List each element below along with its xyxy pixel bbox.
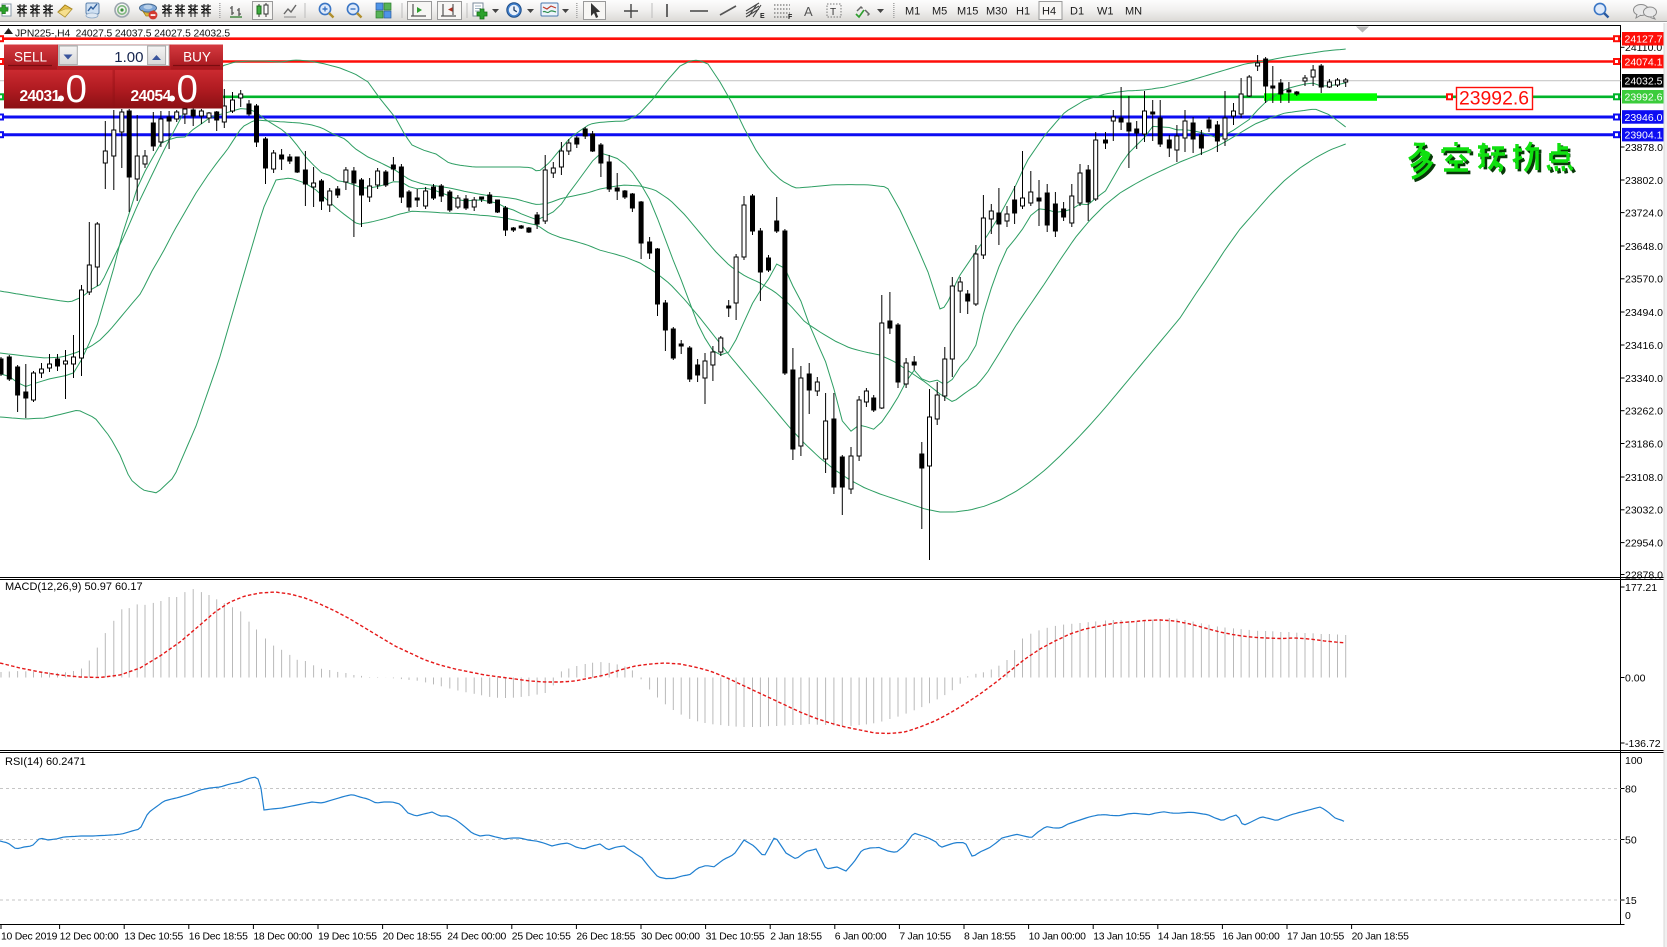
svg-text:23186.0: 23186.0 — [1625, 438, 1663, 450]
svg-text:M15: M15 — [957, 6, 978, 18]
svg-text:MN: MN — [1125, 6, 1142, 18]
svg-text:15: 15 — [1625, 895, 1637, 907]
svg-text:SELL: SELL — [14, 50, 48, 65]
svg-text:23570.0: 23570.0 — [1625, 274, 1663, 286]
svg-text:MACD(12,26,9) 50.97 60.17: MACD(12,26,9) 50.97 60.17 — [5, 581, 143, 593]
svg-text:T: T — [830, 7, 836, 18]
svg-text:BUY: BUY — [183, 50, 211, 65]
svg-text:E: E — [760, 13, 765, 20]
svg-text:23724.0: 23724.0 — [1625, 207, 1663, 219]
svg-text:13 Dec 10:55: 13 Dec 10:55 — [124, 932, 183, 943]
svg-text:80: 80 — [1625, 783, 1637, 795]
svg-text:100: 100 — [1625, 755, 1643, 767]
svg-text:23262.0: 23262.0 — [1625, 406, 1663, 418]
svg-text:H4: H4 — [1042, 6, 1056, 18]
svg-text:23992.6: 23992.6 — [1459, 89, 1529, 110]
svg-text:25 Dec 10:55: 25 Dec 10:55 — [512, 932, 571, 943]
svg-text:23946.0: 23946.0 — [1625, 112, 1663, 124]
svg-text:20 Dec 18:55: 20 Dec 18:55 — [383, 932, 442, 943]
svg-text:177.21: 177.21 — [1625, 582, 1657, 594]
svg-text:26 Dec 18:55: 26 Dec 18:55 — [576, 932, 635, 943]
svg-text:23802.0: 23802.0 — [1625, 175, 1663, 187]
svg-text:23992.6: 23992.6 — [1625, 92, 1663, 104]
svg-text:23878.0: 23878.0 — [1625, 142, 1663, 154]
svg-text:23648.0: 23648.0 — [1625, 241, 1663, 253]
svg-text:RSI(14) 60.2471: RSI(14) 60.2471 — [5, 756, 86, 768]
svg-text:0.00: 0.00 — [1625, 672, 1646, 684]
svg-text:F: F — [788, 14, 793, 21]
svg-text:M1: M1 — [905, 6, 920, 18]
svg-text:JPN225-,H4 24027.5 24037.5 24: JPN225-,H4 24027.5 24037.5 24027.5 24032… — [15, 29, 230, 40]
svg-text:14 Jan 18:55: 14 Jan 18:55 — [1158, 932, 1216, 943]
svg-text:22878.0: 22878.0 — [1625, 569, 1663, 581]
svg-text:23340.0: 23340.0 — [1625, 373, 1663, 385]
svg-text:7 Jan 10:55: 7 Jan 10:55 — [899, 932, 951, 943]
svg-text:24031: 24031 — [20, 88, 61, 105]
svg-text:24 Dec 00:00: 24 Dec 00:00 — [447, 932, 506, 943]
svg-text:1.00: 1.00 — [114, 49, 143, 66]
svg-text:23032.0: 23032.0 — [1625, 505, 1663, 517]
svg-text:10 Jan 00:00: 10 Jan 00:00 — [1029, 932, 1087, 943]
svg-text:23904.1: 23904.1 — [1625, 130, 1663, 142]
svg-text:8 Jan 18:55: 8 Jan 18:55 — [964, 932, 1016, 943]
svg-text:24032.5: 24032.5 — [1625, 76, 1663, 88]
svg-text:24054: 24054 — [131, 88, 172, 105]
svg-text:24127.7: 24127.7 — [1625, 34, 1663, 46]
svg-text:20 Jan 18:55: 20 Jan 18:55 — [1352, 932, 1410, 943]
svg-text:M5: M5 — [932, 6, 947, 18]
svg-text:17 Jan 10:55: 17 Jan 10:55 — [1287, 932, 1345, 943]
svg-text:6 Jan 00:00: 6 Jan 00:00 — [835, 932, 887, 943]
svg-text:31 Dec 10:55: 31 Dec 10:55 — [706, 932, 765, 943]
svg-text:16 Dec 18:55: 16 Dec 18:55 — [189, 932, 248, 943]
svg-text:22954.0: 22954.0 — [1625, 537, 1663, 549]
svg-text:16 Jan 00:00: 16 Jan 00:00 — [1222, 932, 1280, 943]
svg-text:0: 0 — [177, 68, 198, 111]
svg-text:23108.0: 23108.0 — [1625, 472, 1663, 484]
svg-text:50: 50 — [1625, 834, 1637, 846]
svg-text:-136.72: -136.72 — [1625, 738, 1661, 750]
svg-text:0: 0 — [66, 68, 87, 111]
svg-text:0: 0 — [1625, 910, 1631, 922]
svg-text:D1: D1 — [1070, 6, 1084, 18]
svg-text:24074.1: 24074.1 — [1625, 56, 1663, 68]
svg-text:19 Dec 10:55: 19 Dec 10:55 — [318, 932, 377, 943]
svg-text:10 Dec 2019: 10 Dec 2019 — [1, 932, 58, 943]
svg-text:18 Dec 00:00: 18 Dec 00:00 — [253, 932, 312, 943]
svg-text:23494.0: 23494.0 — [1625, 307, 1663, 319]
svg-text:W1: W1 — [1097, 6, 1114, 18]
svg-text:13 Jan 10:55: 13 Jan 10:55 — [1093, 932, 1151, 943]
svg-text:A: A — [804, 4, 813, 19]
svg-text:2 Jan 18:55: 2 Jan 18:55 — [770, 932, 822, 943]
svg-text:H1: H1 — [1016, 6, 1030, 18]
svg-text:12 Dec 00:00: 12 Dec 00:00 — [60, 932, 119, 943]
svg-text:30 Dec 00:00: 30 Dec 00:00 — [641, 932, 700, 943]
svg-text:23416.0: 23416.0 — [1625, 340, 1663, 352]
svg-text:M30: M30 — [986, 6, 1007, 18]
